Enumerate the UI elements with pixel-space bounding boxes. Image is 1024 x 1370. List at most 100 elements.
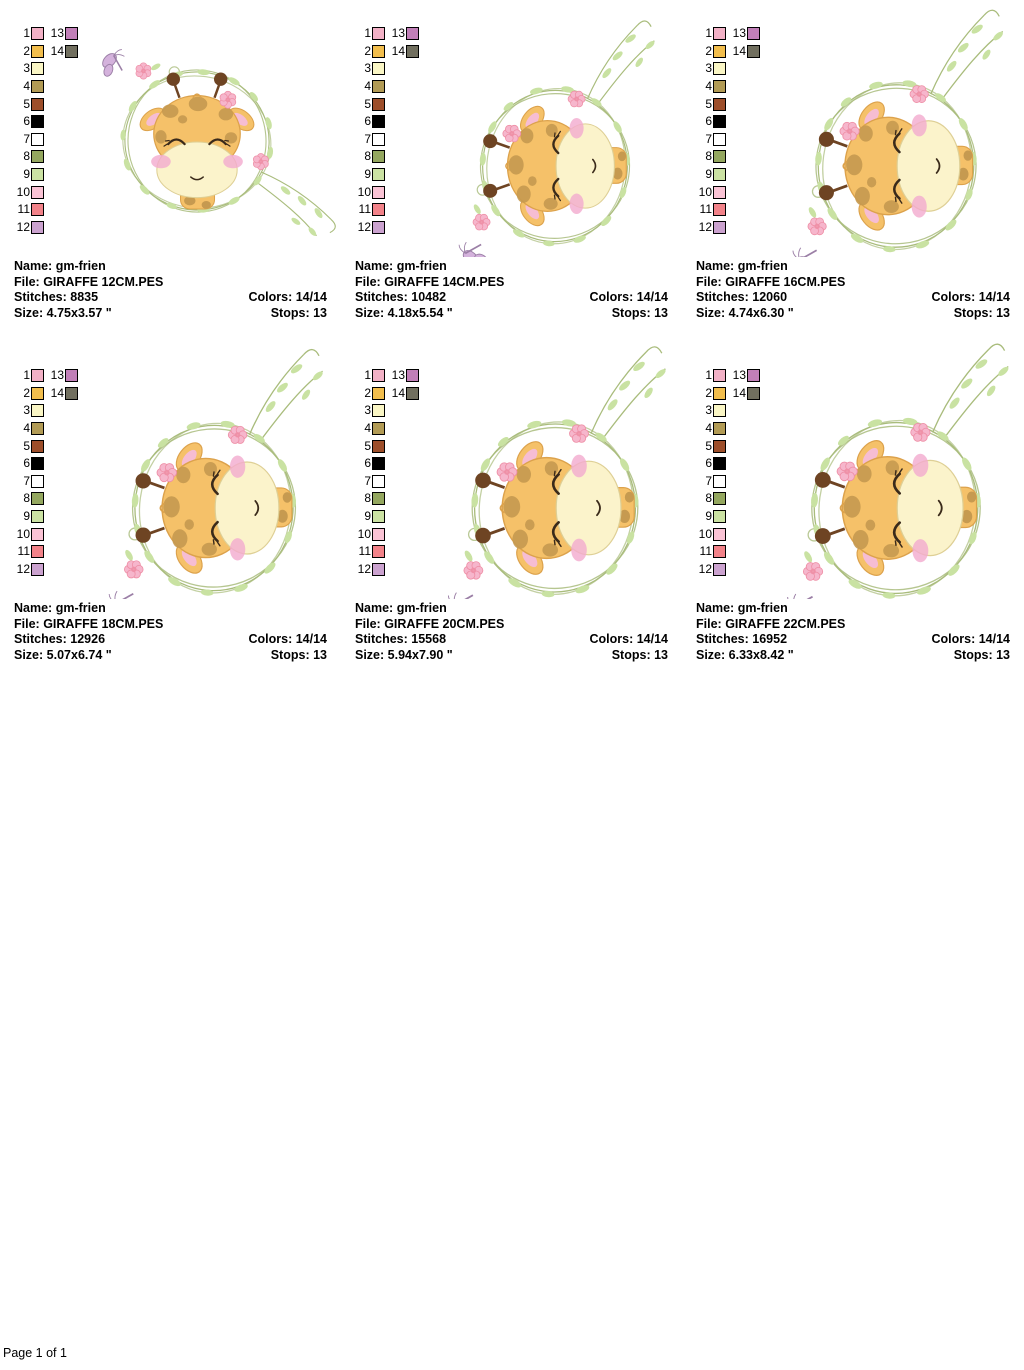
- palette-row: 5: [354, 437, 419, 455]
- thread-number: 4: [364, 79, 371, 94]
- file-label: File:: [355, 274, 381, 289]
- file-value: GIRAFFE 14CM.PES: [384, 274, 505, 289]
- thread-number: 1: [364, 368, 371, 383]
- stitches-value: 8835: [70, 290, 99, 304]
- file-value: GIRAFFE 22CM.PES: [725, 616, 846, 631]
- thread-color-swatch: [713, 439, 726, 453]
- stops-line: Stops: 13: [612, 306, 668, 322]
- palette-row: 4: [695, 420, 760, 438]
- giraffe-wreath-design: [84, 38, 341, 244]
- stitches-line: Stitches: 12060: [696, 290, 1010, 306]
- thread-number: 10: [357, 526, 371, 541]
- design-info: Name: gm-frien File: GIRAFFE 14CM.PES St…: [355, 259, 668, 321]
- thread-color-swatch: [31, 386, 44, 400]
- palette-row: 4: [13, 420, 78, 438]
- palette-row: 8: [354, 490, 419, 508]
- thread-number: 1: [705, 368, 712, 383]
- thread-number: 12: [16, 561, 30, 576]
- name-line: Name: gm-frien: [355, 259, 668, 275]
- thread-palette: 1 13 2 14 3 4 5 6 7 8 9 10 11 12: [695, 25, 760, 236]
- palette-row: 9: [354, 166, 419, 184]
- thread-color-swatch: [406, 386, 419, 400]
- thread-color-swatch: [406, 44, 419, 58]
- file-label: File:: [14, 274, 40, 289]
- thread-color-swatch: [31, 44, 44, 58]
- thread-color-swatch: [372, 168, 385, 182]
- thread-color-swatch: [31, 97, 44, 111]
- thread-color-swatch: [372, 220, 385, 234]
- palette-row: 2 14: [354, 43, 419, 61]
- colors-line: Colors: 14/14: [931, 290, 1010, 306]
- thread-color-swatch: [372, 474, 385, 488]
- thread-color-swatch: [31, 474, 44, 488]
- thread-color-swatch: [31, 115, 44, 129]
- thread-color-swatch: [31, 27, 44, 41]
- name-value: gm-frien: [737, 601, 788, 615]
- colors-label: Colors:: [248, 632, 293, 646]
- thread-number: 10: [16, 184, 30, 199]
- thread-number: 8: [705, 491, 712, 506]
- thread-color-swatch: [747, 369, 760, 383]
- name-line: Name: gm-frien: [14, 601, 327, 617]
- stitches-line: Stitches: 12926: [14, 632, 327, 648]
- design-cell-16cm: 1 13 2 14 3 4 5 6 7 8 9 10 11 12 Name: gm-frien File:…: [682, 0, 1024, 342]
- name-value: gm-frien: [396, 259, 447, 273]
- thread-number: 11: [358, 544, 371, 559]
- name-label: Name:: [696, 259, 735, 273]
- size-label: Size:: [696, 305, 726, 320]
- thread-number: 7: [705, 131, 712, 146]
- thread-number: 12: [698, 219, 712, 234]
- design-cell-14cm: 1 13 2 14 3 4 5 6 7 8 9 10 11 12 Name: gm-frien File:…: [341, 0, 682, 342]
- file-line: File: GIRAFFE 12CM.PES: [14, 275, 327, 291]
- thread-number: 6: [705, 114, 712, 129]
- thread-color-swatch: [31, 220, 44, 234]
- palette-row: 12: [695, 219, 760, 237]
- stitches-value: 16952: [752, 632, 788, 646]
- size-value: 6.33x8.42 ": [728, 647, 794, 662]
- thread-number: 1: [705, 26, 712, 41]
- palette-row: 10: [695, 525, 760, 543]
- file-value: GIRAFFE 16CM.PES: [725, 274, 846, 289]
- palette-row: 7: [354, 473, 419, 491]
- palette-row: 8: [354, 148, 419, 166]
- thread-number: 7: [364, 131, 371, 146]
- thread-color-swatch: [31, 492, 44, 506]
- thread-number: 14: [50, 385, 64, 400]
- thread-number: 9: [364, 509, 371, 524]
- thread-color-swatch: [713, 457, 726, 471]
- thread-number: 11: [699, 544, 712, 559]
- name-label: Name:: [14, 601, 53, 615]
- thread-number: 1: [364, 26, 371, 41]
- palette-row: 4: [354, 420, 419, 438]
- thread-number: 5: [364, 96, 371, 111]
- thread-number: 4: [364, 421, 371, 436]
- thread-color-swatch: [372, 27, 385, 41]
- size-label: Size:: [696, 647, 726, 662]
- thread-color-swatch: [31, 404, 44, 418]
- size-label: Size:: [355, 305, 385, 320]
- thread-number: 1: [23, 26, 30, 41]
- design-cell-12cm: 1 13 2 14 3 4 5 6 7 8 9 10 11 12 Name: gm-frien File:…: [0, 0, 341, 342]
- thread-color-swatch: [31, 545, 44, 559]
- thread-color-swatch: [372, 203, 385, 217]
- size-line: Size: 5.94x7.90 ": [355, 648, 668, 664]
- file-label: File:: [696, 274, 722, 289]
- stitches-label: Stitches:: [355, 632, 408, 646]
- palette-row: 7: [13, 473, 78, 491]
- file-value: GIRAFFE 18CM.PES: [43, 616, 164, 631]
- giraffe-wreath-design: [774, 342, 1018, 599]
- giraffe-wreath-design: [435, 342, 675, 599]
- thread-number: 8: [23, 491, 30, 506]
- stitches-line: Stitches: 16952: [696, 632, 1010, 648]
- thread-number: 10: [357, 184, 371, 199]
- thread-color-swatch: [713, 527, 726, 541]
- thread-number: 3: [23, 61, 30, 76]
- colors-value: 14/14: [978, 290, 1010, 304]
- stops-value: 13: [313, 305, 327, 320]
- thread-number: 7: [705, 473, 712, 488]
- palette-row: 2 14: [13, 43, 78, 61]
- thread-color-swatch: [372, 80, 385, 94]
- thread-number: 10: [698, 526, 712, 541]
- palette-row: 4: [695, 78, 760, 96]
- palette-row: 9: [695, 166, 760, 184]
